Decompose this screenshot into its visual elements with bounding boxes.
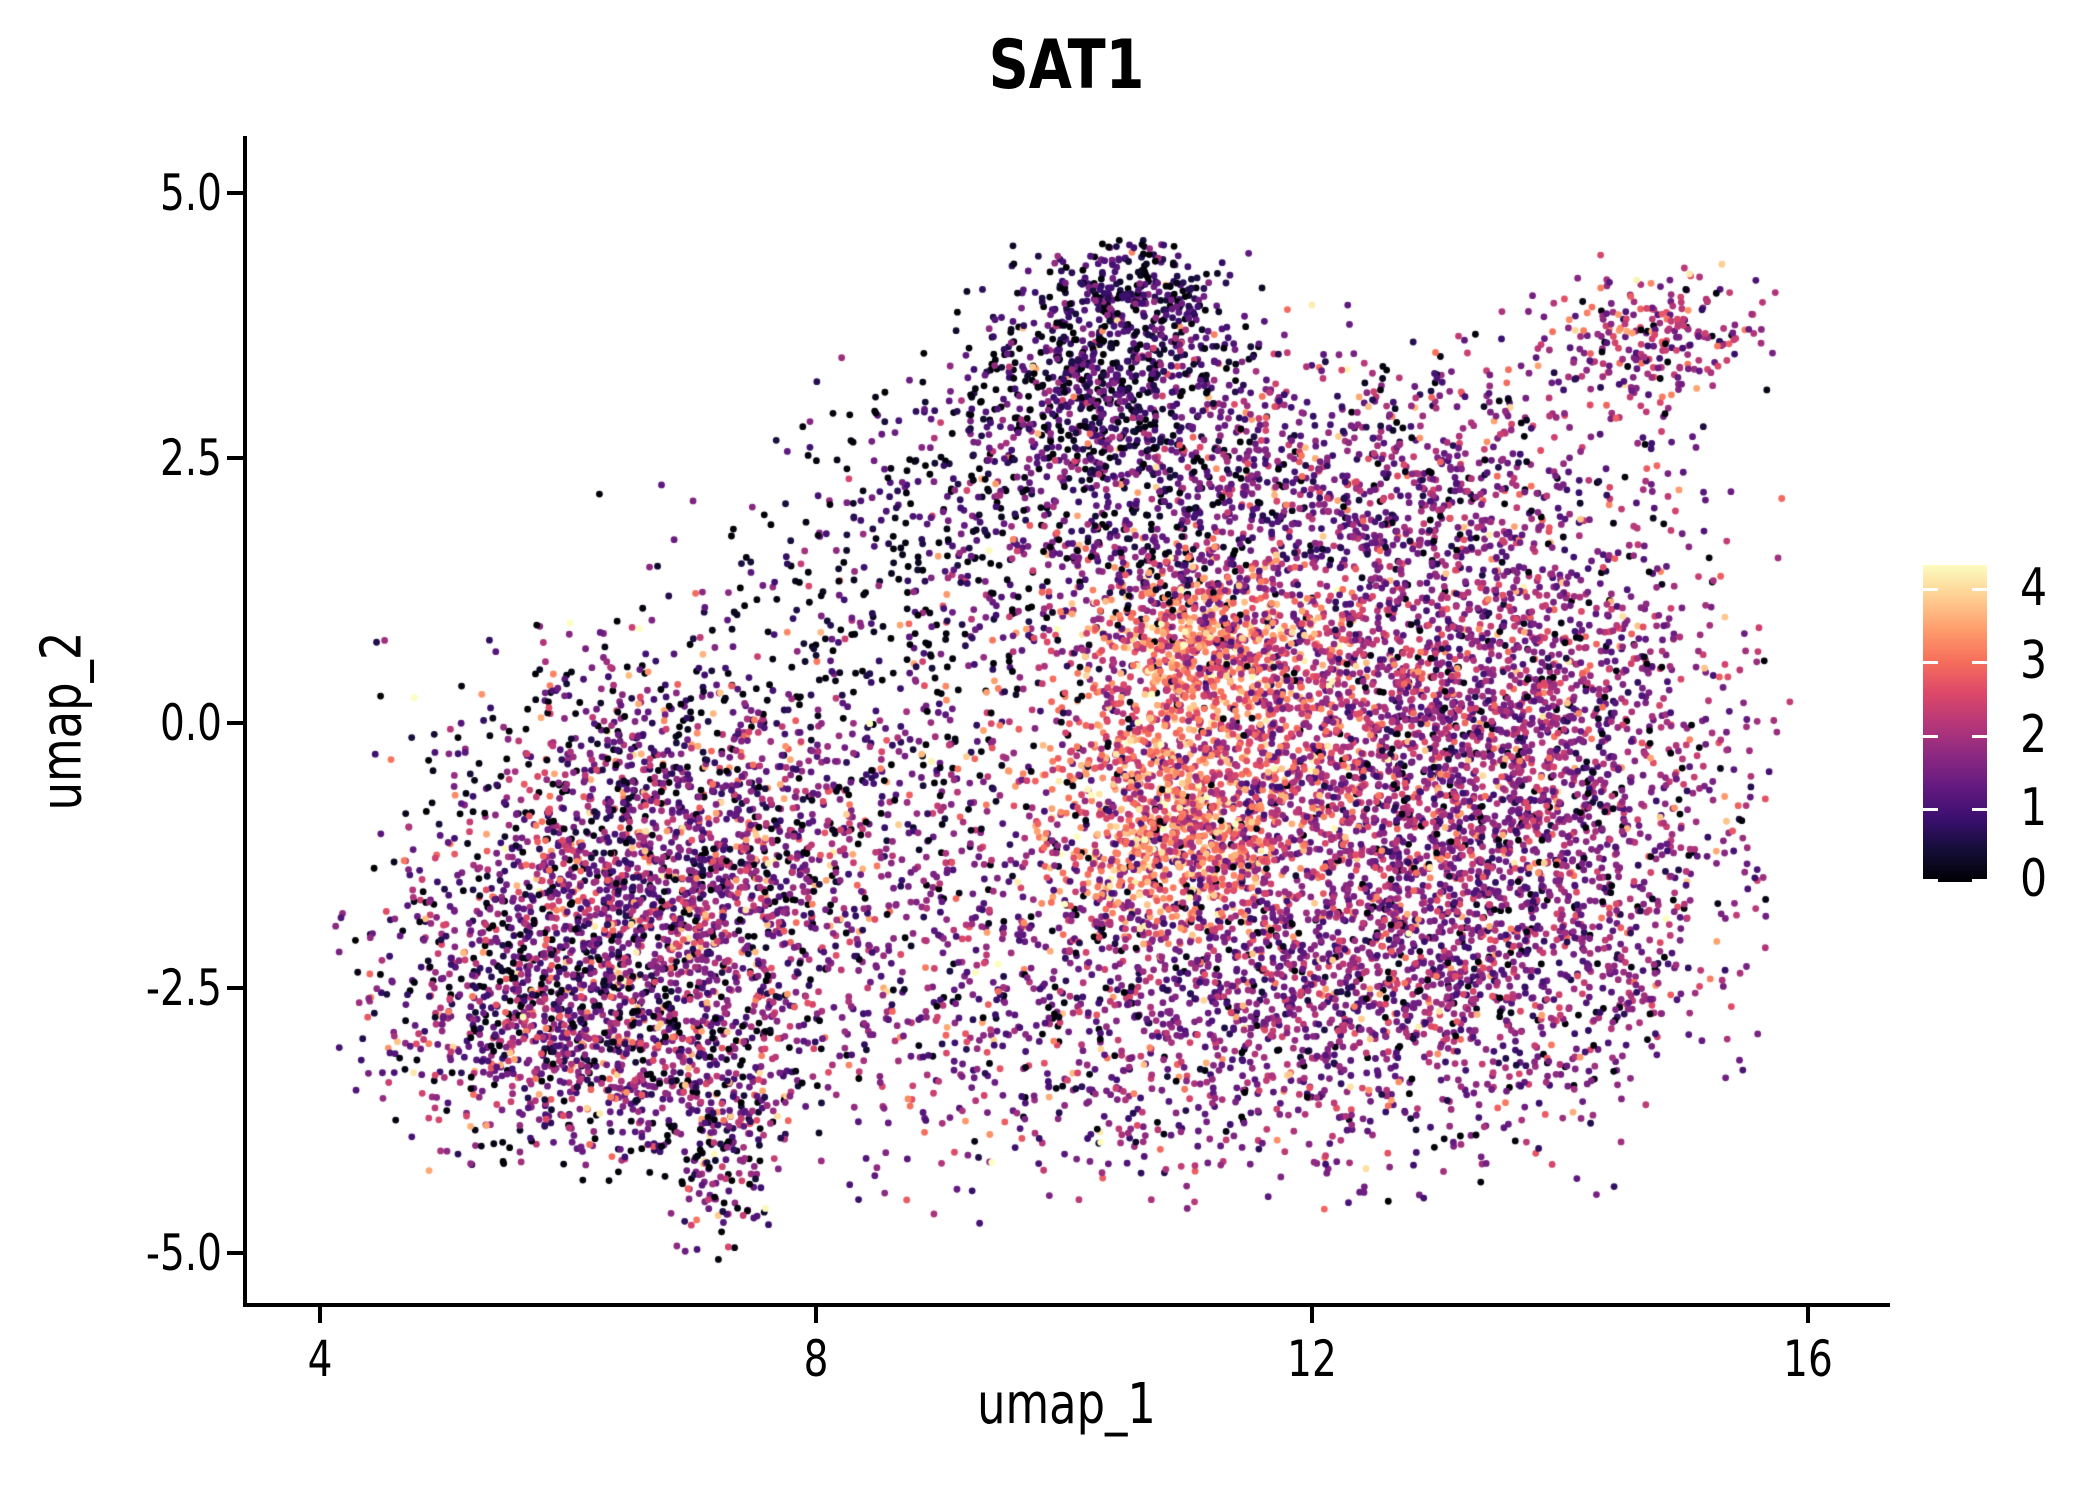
colorbar-tick-mark: [1972, 879, 1987, 882]
y-tick-mark: [227, 456, 245, 460]
x-tick-mark: [318, 1307, 322, 1323]
x-tick-label: 16: [1783, 1330, 1833, 1388]
colorbar-tick-mark: [1972, 734, 1987, 738]
x-tick-mark: [1310, 1307, 1314, 1323]
x-axis-line: [243, 1303, 1890, 1307]
y-tick-label: 5.0: [159, 164, 222, 222]
x-tick-label: 4: [307, 1330, 333, 1388]
colorbar-tick-label: 1: [2020, 778, 2048, 839]
colorbar-tick-mark: [1923, 661, 1938, 665]
colorbar-tick-mark: [1972, 661, 1987, 665]
colorbar-tick-mark: [1972, 808, 1987, 812]
y-tick-mark: [227, 721, 245, 725]
colorbar-tick-mark: [1923, 808, 1938, 812]
y-tick-label: -5.0: [145, 1224, 222, 1282]
colorbar-tick-mark: [1923, 734, 1938, 738]
colorbar-tick-mark: [1923, 587, 1938, 591]
y-tick-mark: [227, 1251, 245, 1255]
y-tick-mark: [227, 986, 245, 990]
colorbar-tick-label: 4: [2020, 557, 2048, 618]
y-tick-mark: [227, 191, 245, 195]
x-axis-title: umap_1: [977, 1372, 1156, 1437]
y-axis-title: umap_2: [29, 631, 95, 811]
colorbar-tick-label: 3: [2020, 631, 2048, 692]
colorbar-tick-label: 2: [2020, 704, 2048, 765]
x-tick-mark: [814, 1307, 818, 1323]
x-tick-label: 12: [1287, 1330, 1337, 1388]
colorbar-gradient: [1923, 565, 1987, 882]
colorbar-tick-mark: [1923, 879, 1938, 882]
chart-title: SAT1: [988, 26, 1145, 105]
y-tick-label: 0.0: [159, 694, 222, 752]
colorbar-tick-mark: [1972, 587, 1987, 591]
colorbar-tick-label: 0: [2020, 849, 2048, 909]
y-tick-label: 2.5: [159, 429, 222, 487]
umap-scatter-canvas: [245, 138, 1888, 1305]
x-tick-mark: [1806, 1307, 1810, 1323]
y-tick-label: -2.5: [145, 959, 222, 1017]
x-tick-label: 8: [803, 1330, 829, 1388]
